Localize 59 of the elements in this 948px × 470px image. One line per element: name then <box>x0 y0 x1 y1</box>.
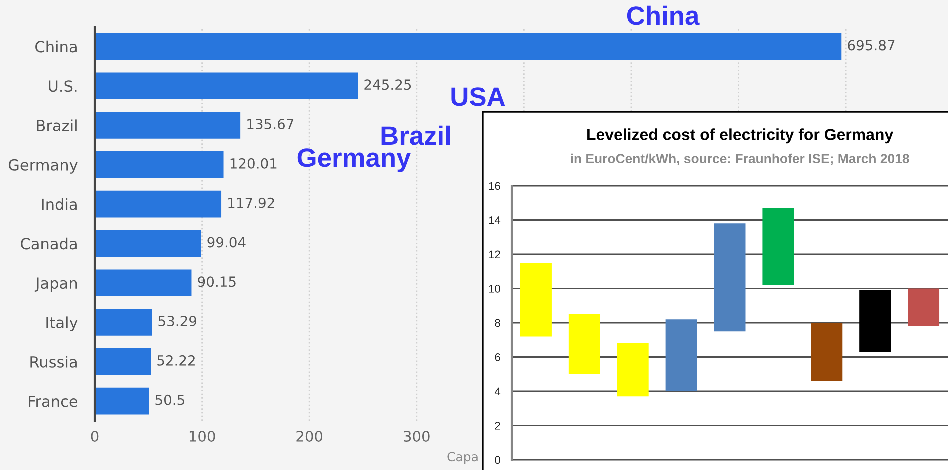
bar <box>95 72 358 100</box>
data-label: 90.15 <box>198 276 236 288</box>
y-tick-label: Japan <box>34 278 78 292</box>
bar <box>95 270 192 296</box>
bar <box>95 112 241 139</box>
data-label: 53.29 <box>158 316 197 327</box>
bar <box>95 152 224 178</box>
y-tick-label: Italy <box>46 316 78 332</box>
y-tick-label: 4 <box>494 388 501 396</box>
x-tick-label: 200 <box>296 430 323 442</box>
y-tick-label: 12 <box>489 250 500 259</box>
annotation: Brazil <box>382 126 450 146</box>
x-axis-title: Capa <box>448 452 478 464</box>
bar <box>95 230 202 258</box>
x-tick-label: 300 <box>404 430 430 442</box>
data-label: 695.87 <box>848 40 895 51</box>
y-tick-label: 6 <box>495 354 500 362</box>
data-label: 99.04 <box>208 237 246 248</box>
y-tick-label: Brazil <box>37 120 77 132</box>
chart-title: Levelized cost of electricity for Germany <box>588 128 894 144</box>
bar <box>811 323 843 382</box>
bar <box>860 290 892 352</box>
y-tick-label: 16 <box>489 182 500 190</box>
chart-subtitle: in EuroCent/kWh, source: Fraunhofer ISE; March 2018 <box>571 154 910 166</box>
bar <box>95 388 150 415</box>
bar <box>908 288 940 326</box>
x-tick-label: 100 <box>190 430 216 442</box>
bar <box>95 33 842 60</box>
y-tick-label: 14 <box>489 216 501 224</box>
y-tick-label: 10 <box>489 285 500 293</box>
data-label: 52.22 <box>158 355 195 366</box>
bar <box>568 314 600 374</box>
data-label: 50.5 <box>156 394 184 406</box>
bar <box>95 309 152 336</box>
data-label: 135.67 <box>248 119 294 130</box>
bar <box>520 263 552 337</box>
x-tick-label: 0 <box>91 430 99 442</box>
annotation: Germany <box>298 148 412 172</box>
y-tick-label: Russia <box>30 356 77 368</box>
data-label: 245.25 <box>364 80 412 90</box>
data-label: 120.01 <box>230 158 277 169</box>
annotation: USA <box>452 88 506 106</box>
y-tick-label: France <box>29 396 78 408</box>
text: China <box>627 6 700 26</box>
y-tick-label: China <box>36 40 77 53</box>
y-tick-label: U.S. <box>49 80 77 92</box>
bar <box>762 208 794 286</box>
y-tick-label: 2 <box>495 422 500 430</box>
data-label: 117.92 <box>228 198 274 208</box>
y-tick-label: India <box>42 198 77 210</box>
bar <box>666 320 698 392</box>
bar <box>95 190 222 218</box>
y-tick-label: Germany <box>8 159 78 174</box>
bar <box>617 344 649 397</box>
bar <box>95 348 152 376</box>
y-tick-label: 8 <box>495 319 500 328</box>
bar <box>714 224 746 332</box>
y-tick-label: Canada <box>21 238 77 250</box>
y-tick-label: 0 <box>495 456 500 464</box>
